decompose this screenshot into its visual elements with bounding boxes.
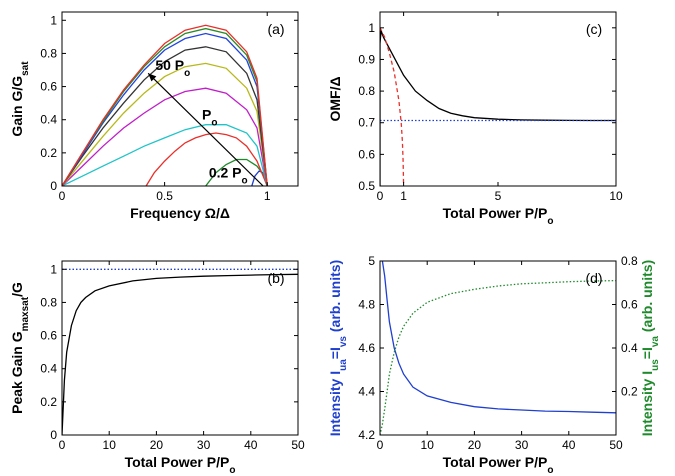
x-tick-label: 1 [400,189,407,203]
series-line-4 [62,87,268,186]
y-tick-label: 0.6 [40,80,57,94]
y-tick-label: 0.9 [358,52,375,66]
x-axis-label: Frequency Ω/Δ [130,205,230,221]
y-tick-label: 0.2 [40,146,57,160]
y-tick-label: 0.4 [40,362,57,376]
series-line-0 [381,261,616,414]
y-tick-label: 0.8 [358,84,375,98]
y2-tick-label: 0.2 [621,385,638,399]
annotation-label: 0.2 Po [209,165,248,187]
series-line-1 [380,27,405,186]
series-line-5 [62,62,268,186]
series-line-9 [62,24,268,186]
y-tick-label: 0 [50,179,57,193]
panel-label: (a) [267,21,284,37]
x-axis-label: Total Power P/Po [443,454,554,476]
y-tick-label: 4.6 [358,341,375,355]
series-line-6 [62,46,268,186]
x-tick-label: 0.5 [156,189,173,203]
x-tick-label: 5 [495,189,502,203]
x-tick-label: 0 [377,189,384,203]
y-tick-label: 1 [50,13,57,27]
series-line-8 [62,27,268,186]
panel-label: (d) [585,270,602,286]
series-line-7 [62,32,268,186]
x-tick-label: 10 [103,438,117,452]
panel-label: (c) [586,21,602,37]
x-tick-label: 50 [291,438,305,452]
series-line-0 [62,273,298,435]
y-tick-label: 0.5 [358,179,375,193]
arrow-head [148,73,157,82]
y-tick-label: 0.8 [40,295,57,309]
x-tick-label: 10 [609,189,623,203]
y-axis-label: Peak Gain Gmaxsat/G [9,282,31,414]
y-tick-label: 1 [368,21,375,35]
series-line-1 [380,279,616,435]
y-axis-label: OMF/Δ [327,76,343,121]
x-tick-label: 30 [515,438,529,452]
y2-axis-label: Intensity Ius=Iva (arb. units) [639,260,661,436]
y-tick-label: 0.8 [40,46,57,60]
panel-a: 0 0.5 1 0 0.2 0.4 0.6 0.8 1 Frequency Ω/Δ Gain G/G… [9,11,299,221]
arrow-shaft [147,72,264,187]
panel-d: 0 10 20 30 40 50 4.2 4.4 4.6 4.8 5 0.2 0.4 0.6 0.8 Tota… [327,254,661,476]
y-tick-label: 0.2 [40,395,57,409]
panel-label: (b) [267,270,284,286]
y-tick-label: 0.6 [40,329,57,343]
x-axis-label: Total Power P/Po [443,205,554,227]
x-tick-label: 40 [562,438,576,452]
x-tick-label: 20 [468,438,482,452]
series-line-2 [145,132,268,186]
panel-b: 0 10 20 30 40 50 0 0.2 0.4 0.6 0.8 1 Total Power P/P… [9,260,305,476]
y-tick-label: 4.4 [358,385,375,399]
x-tick-label: 20 [150,438,164,452]
y-tick-label: 0.7 [358,116,375,130]
plot-frame [61,11,299,187]
y2-tick-label: 0.6 [621,298,638,312]
x-tick-label: 1 [264,189,271,203]
x-tick-label: 10 [421,438,435,452]
plot-frame [61,260,299,436]
y-tick-label: 0.4 [40,113,57,127]
y2-tick-label: 0.4 [621,341,638,355]
x-tick-label: 40 [244,438,258,452]
y-tick-label: 5 [368,254,375,268]
y-tick-label: 4.2 [358,428,375,442]
y-tick-label: 0.6 [358,147,375,161]
x-axis-label: Total Power P/Po [125,454,236,476]
annotation-label: Po [202,107,217,129]
x-tick-label: 0 [59,189,66,203]
y-tick-label: 0 [50,428,57,442]
series-line-3 [62,124,268,186]
x-tick-label: 0 [377,438,384,452]
y-tick-label: 4.8 [358,298,375,312]
x-tick-label: 0 [59,438,66,452]
panel-c: 0 1 5 10 0.5 0.6 0.7 0.8 0.9 1 Total Power P/Po OMF… [327,11,623,227]
y-axis-label: Gain G/Gsat [9,61,31,137]
y-tick-label: 1 [50,262,57,276]
x-tick-label: 30 [197,438,211,452]
plot-frame [379,11,617,187]
y-axis-label: Intensity Iua=Ivs (arb. units) [327,260,349,436]
y2-tick-label: 0.8 [621,254,638,268]
annotation-label: 50 Po [155,57,190,79]
series-line-0 [380,27,616,122]
x-tick-label: 50 [609,438,623,452]
